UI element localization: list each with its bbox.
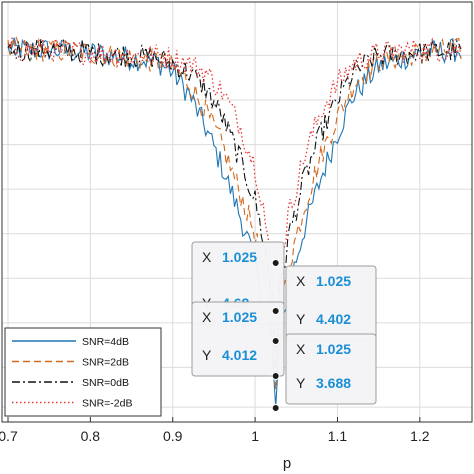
- plot-frame: [1, 1, 473, 423]
- datatip-marker-3: [271, 372, 280, 380]
- datatip-3: X 1.025 Y 3.688: [285, 333, 377, 405]
- x-tick-label-0: 0.7: [0, 428, 18, 444]
- datatip-x-key-2: X: [202, 309, 212, 325]
- series-line-3: [7, 37, 462, 352]
- datatip-2: X 1.025 Y 4.012: [191, 301, 285, 377]
- datatip-marker-2: [271, 337, 280, 345]
- datatip-marker-4: [271, 404, 280, 412]
- legend-label-2: SNR=0dB: [82, 377, 129, 389]
- datatip-y-key-1: Y: [296, 311, 306, 327]
- legend-label-3: SNR=-2dB: [82, 398, 132, 410]
- datatip-marker-1: [271, 307, 280, 315]
- datatip-x-key-0: X: [202, 249, 212, 265]
- datatip-y-value-3: 3.688: [316, 375, 351, 391]
- legend-label-1: SNR=2dB: [82, 357, 129, 369]
- x-tick-label-1: 0.8: [81, 428, 101, 444]
- x-axis-label: p: [283, 455, 291, 472]
- legend-label-0: SNR=4dB: [82, 336, 129, 348]
- datatip-x-value-0: 1.025: [222, 249, 257, 265]
- datatip-x-key-1: X: [296, 273, 306, 289]
- datatip-x-value-3: 1.025: [316, 341, 351, 357]
- x-tick-label-2: 0.9: [163, 428, 183, 444]
- datatip-y-value-2: 4.012: [222, 347, 257, 363]
- x-tick-label-5: 1.2: [410, 428, 430, 444]
- datatips: X1.025Y4.68X1.025Y4.402X1.025Y4.012X1.02…: [191, 241, 377, 412]
- datatip-y-key-3: Y: [296, 375, 306, 391]
- series-group: [7, 36, 462, 408]
- x-tick-label-3: 1: [251, 428, 259, 444]
- legend-box: [4, 327, 162, 417]
- x-tick-label-4: 1.1: [328, 428, 348, 444]
- legend: SNR=4dB SNR=2dB SNR=0dB SNR=-2dB: [4, 327, 162, 417]
- datatip-box-3: [285, 333, 377, 405]
- datatip-x-value-2: 1.025: [222, 309, 257, 325]
- datatip-x-value-1: 1.025: [316, 273, 351, 289]
- datatip-y-value-1: 4.402: [316, 311, 351, 327]
- datatip-1: X 1.025 Y 4.402: [285, 265, 377, 341]
- datatip-x-key-3: X: [296, 341, 306, 357]
- series-line-2: [7, 38, 462, 368]
- x-ticks: 0.7 0.8 0.9 1 1.1 1.2: [0, 417, 430, 444]
- datatip-y-key-2: Y: [202, 347, 212, 363]
- series-line-1: [7, 36, 462, 390]
- datatip-marker-0: [271, 259, 280, 267]
- datatip-box-2: [191, 301, 285, 377]
